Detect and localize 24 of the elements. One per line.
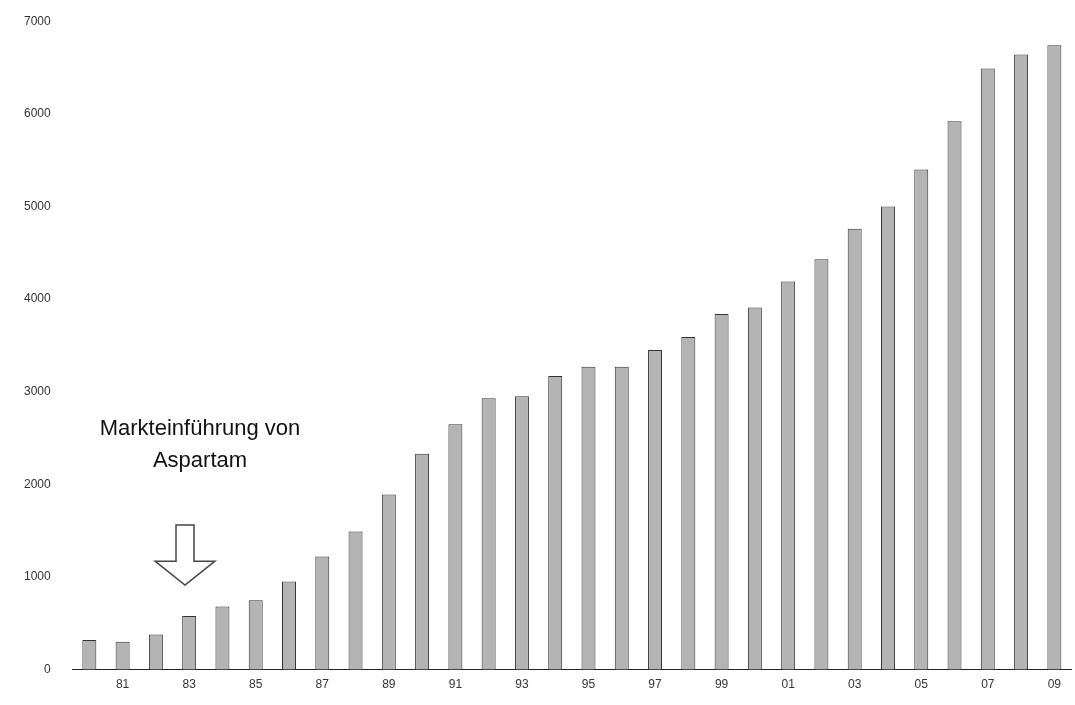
x-tick-label: 97 xyxy=(648,677,663,692)
x-tick-label: 05 xyxy=(914,677,929,692)
y-tick-label: 3000 xyxy=(23,384,52,399)
x-tick-label: 01 xyxy=(781,677,796,692)
x-tick-label: 89 xyxy=(382,677,396,692)
x-tick-label: 07 xyxy=(981,677,995,692)
y-tick-label: 1000 xyxy=(23,569,52,584)
x-tick-label: 03 xyxy=(848,677,862,692)
y-tick-label: 6000 xyxy=(23,106,52,121)
y-tick-label: 0 xyxy=(44,661,52,676)
x-tick-label: 93 xyxy=(515,677,529,692)
x-tick-label: 95 xyxy=(581,677,596,692)
x-tick-label: 81 xyxy=(115,677,130,692)
annotation: Markteinführung von Aspartam xyxy=(98,414,302,474)
x-tick-label: 85 xyxy=(249,677,263,692)
y-tick-label: 4000 xyxy=(23,291,52,306)
x-tick-label: 99 xyxy=(714,677,729,692)
x-tick-label: 09 xyxy=(1047,677,1062,692)
x-tick-label: 83 xyxy=(182,677,197,692)
y-tick-label: 2000 xyxy=(23,476,52,491)
y-tick-label: 7000 xyxy=(23,13,52,28)
y-tick-label: 5000 xyxy=(23,198,52,213)
x-tick-label: 91 xyxy=(448,677,463,692)
x-tick-label: 87 xyxy=(315,677,330,692)
